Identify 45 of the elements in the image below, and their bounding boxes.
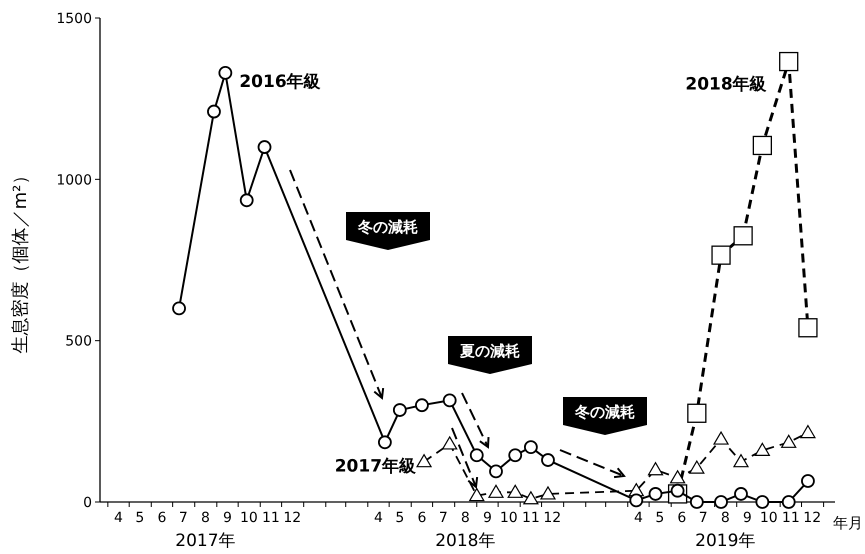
y-axis-title: 生息密度（個体／m²） — [10, 166, 31, 354]
x-tick-label: 12 — [283, 510, 302, 526]
y-tick-label: 1000 — [56, 172, 92, 188]
x-tick-label: 9 — [742, 510, 752, 526]
annotation: 冬の減耗 — [574, 403, 635, 421]
x-tick-label: 12 — [803, 510, 822, 526]
y-tick-label: 1500 — [56, 11, 92, 27]
series-label: 2017年級 — [334, 456, 416, 477]
x-tick-label: 4 — [114, 510, 124, 526]
x-tick-label: 10 — [760, 510, 778, 526]
series-label: 2018年級 — [685, 74, 767, 95]
x-tick-label: 5 — [395, 510, 404, 526]
x-tick-label: 7 — [698, 510, 708, 526]
x-tick-label: 9 — [223, 510, 232, 526]
x-tick-label: 6 — [677, 510, 686, 526]
x-tick-label: 10 — [500, 510, 518, 526]
callout: 冬の減耗 — [346, 212, 430, 250]
x-tick-label: 5 — [135, 510, 144, 526]
x-tick-label: 8 — [200, 510, 210, 526]
text: 2018年 — [435, 531, 496, 551]
x-tick-label: 4 — [374, 510, 384, 526]
x-tick-label: 8 — [720, 510, 730, 526]
y-tick-label: 500 — [65, 334, 92, 350]
text: 2017年 — [175, 531, 236, 551]
series-label: 2016年級 — [239, 72, 321, 92]
x-axis-title: 年月 — [833, 514, 863, 532]
callout: 冬の減耗 — [563, 397, 647, 435]
x-tick-label: 5 — [655, 510, 664, 526]
x-tick-label: 9 — [482, 510, 492, 526]
x-tick-label: 6 — [158, 510, 166, 526]
callout: 夏の減耗 — [448, 336, 532, 374]
annotation: 冬の減耗 — [357, 218, 418, 236]
y-tick-label: 0 — [83, 495, 92, 511]
x-tick-label: 12 — [543, 510, 562, 526]
annotation: 夏の減耗 — [459, 342, 520, 360]
x-tick-label: 10 — [240, 510, 258, 526]
x-tick-label: 6 — [417, 510, 426, 526]
x-tick-label: 4 — [634, 510, 643, 526]
x-tick-label: 11 — [522, 510, 540, 526]
x-tick-label: 11 — [782, 510, 800, 526]
x-tick-label: 7 — [438, 510, 448, 526]
x-tick-label: 8 — [460, 510, 470, 526]
x-tick-label: 7 — [178, 510, 188, 526]
x-tick-label: 11 — [262, 510, 280, 526]
text: 2019年 — [695, 531, 756, 551]
